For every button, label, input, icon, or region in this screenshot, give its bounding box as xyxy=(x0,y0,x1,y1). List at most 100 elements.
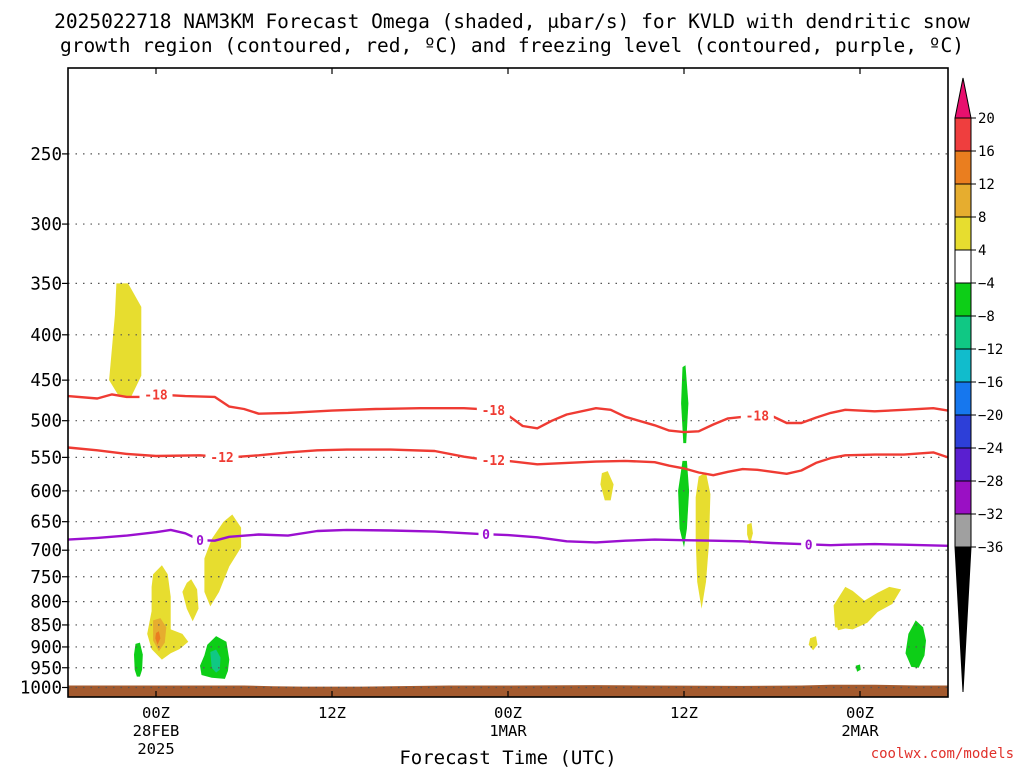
y-tick-label: 700 xyxy=(30,541,62,561)
y-tick-label: 900 xyxy=(30,638,62,658)
x-tick-label: 12Z xyxy=(670,704,698,722)
y-tick-label: 950 xyxy=(30,659,62,679)
colorbar-swatch xyxy=(954,381,972,416)
omega-colorbar: 20 16 12 8 4 −4 −8 −12 −16 −20 −24 −28 −32 −36 xyxy=(954,77,1003,693)
colorbar-label: 4 xyxy=(978,243,986,259)
colorbar-swatch xyxy=(954,513,972,548)
omega-region xyxy=(134,642,143,677)
contour-label-bg xyxy=(476,401,510,418)
contour-label: 0 xyxy=(196,534,204,549)
x-tick-label: 00Z xyxy=(494,704,522,722)
omega-region xyxy=(836,624,846,631)
contour-label-bg xyxy=(192,532,208,549)
x-tick-label: 2025 xyxy=(137,740,174,758)
contour-label-bg xyxy=(801,536,817,553)
omega-region xyxy=(600,471,614,501)
x-tick-label: 28FEB xyxy=(133,722,180,740)
omega-region xyxy=(855,664,861,672)
colorbar-label: −4 xyxy=(978,276,995,292)
y-tick-label: 250 xyxy=(30,145,62,165)
colorbar-label: −20 xyxy=(978,408,1003,424)
omega-shading xyxy=(109,283,926,679)
plot-frame xyxy=(67,67,949,698)
colorbar-swatch xyxy=(954,282,972,317)
contour-label: 0 xyxy=(482,528,490,543)
colorbar-swatch xyxy=(954,150,972,185)
omega-region xyxy=(153,618,167,652)
contour-line xyxy=(67,393,949,434)
colorbar-label: 16 xyxy=(978,144,995,160)
colorbar-label: 20 xyxy=(978,111,995,127)
contour-label: -18 xyxy=(746,409,770,424)
chart-title: 2025022718 NAM3KM Forecast Omega (shaded… xyxy=(54,10,970,57)
contour-label-bg xyxy=(205,448,239,465)
x-axis-label: Forecast Time (UTC) xyxy=(399,747,616,768)
colorbar-arrow-bottom xyxy=(954,546,972,693)
contour-line xyxy=(67,446,949,477)
x-tick-label: 1MAR xyxy=(489,722,527,740)
contour-label: -12 xyxy=(482,454,505,469)
omega-region xyxy=(182,579,199,622)
y-tick-label: 750 xyxy=(30,568,62,588)
pressure-axis: 2503003504004505005506006507007508008509… xyxy=(20,145,68,698)
y-tick-label: 300 xyxy=(30,215,62,235)
contour-label-bg xyxy=(740,407,774,424)
y-tick-label: 800 xyxy=(30,593,62,613)
colorbar-label: −16 xyxy=(978,375,1003,391)
colorbar-label: −36 xyxy=(978,540,1003,556)
contour-label-bg xyxy=(139,386,173,403)
colorbar-arrow-top xyxy=(954,77,972,119)
contour-label: 0 xyxy=(805,538,813,553)
temperature-contours: -18 -18 -18 -12 -12 0 0 0 xyxy=(67,386,949,553)
colorbar-swatch xyxy=(954,117,972,152)
x-tick-label: 12Z xyxy=(318,704,346,722)
colorbar-swatch xyxy=(954,216,972,251)
omega-region xyxy=(833,586,902,630)
y-tick-label: 850 xyxy=(30,616,62,636)
x-tick-label: 00Z xyxy=(846,704,874,722)
x-tick-label: 2MAR xyxy=(841,722,879,740)
pressure-gridlines xyxy=(68,153,948,689)
plot-border xyxy=(67,67,949,698)
omega-region xyxy=(155,631,161,645)
colorbar-label: −32 xyxy=(978,507,1003,523)
title-line: 2025022718 NAM3KM Forecast Omega (shaded… xyxy=(54,10,970,33)
colorbar-swatch xyxy=(954,315,972,350)
y-tick-label: 450 xyxy=(30,371,62,391)
y-tick-label: 650 xyxy=(30,513,62,533)
colorbar-label: −28 xyxy=(978,474,1003,490)
omega-region xyxy=(109,283,142,397)
source-credit[interactable]: coolwx.com/models xyxy=(871,746,1014,762)
title-line: growth region (contoured, red, ºC) and f… xyxy=(60,34,964,57)
y-tick-label: 550 xyxy=(30,448,62,468)
contour-label-bg xyxy=(476,451,510,468)
colorbar-label: −8 xyxy=(978,309,995,325)
colorbar-swatch xyxy=(954,348,972,383)
contour-label: -18 xyxy=(144,388,168,403)
omega-region xyxy=(147,565,189,660)
colorbar-swatch xyxy=(954,183,972,218)
colorbar-label: 8 xyxy=(978,210,986,226)
colorbar-swatch xyxy=(954,414,972,449)
contour-label-bg xyxy=(478,526,494,543)
y-tick-label: 500 xyxy=(30,412,62,432)
omega-region xyxy=(905,620,926,668)
colorbar-label: 12 xyxy=(978,177,995,193)
x-tick-label: 00Z xyxy=(142,704,170,722)
contour-label: -18 xyxy=(482,404,506,419)
colorbar-swatch xyxy=(954,249,972,284)
y-tick-label: 350 xyxy=(30,274,62,294)
colorbar-swatch xyxy=(954,480,972,515)
y-tick-label: 400 xyxy=(30,326,62,346)
omega-region xyxy=(681,365,689,444)
omega-region xyxy=(808,636,818,651)
omega-region xyxy=(204,514,242,607)
colorbar-swatch xyxy=(954,447,972,482)
contour-label: -12 xyxy=(210,451,233,466)
colorbar-label: −12 xyxy=(978,342,1003,358)
omega-region xyxy=(747,522,753,545)
y-tick-label: 1000 xyxy=(20,678,62,698)
